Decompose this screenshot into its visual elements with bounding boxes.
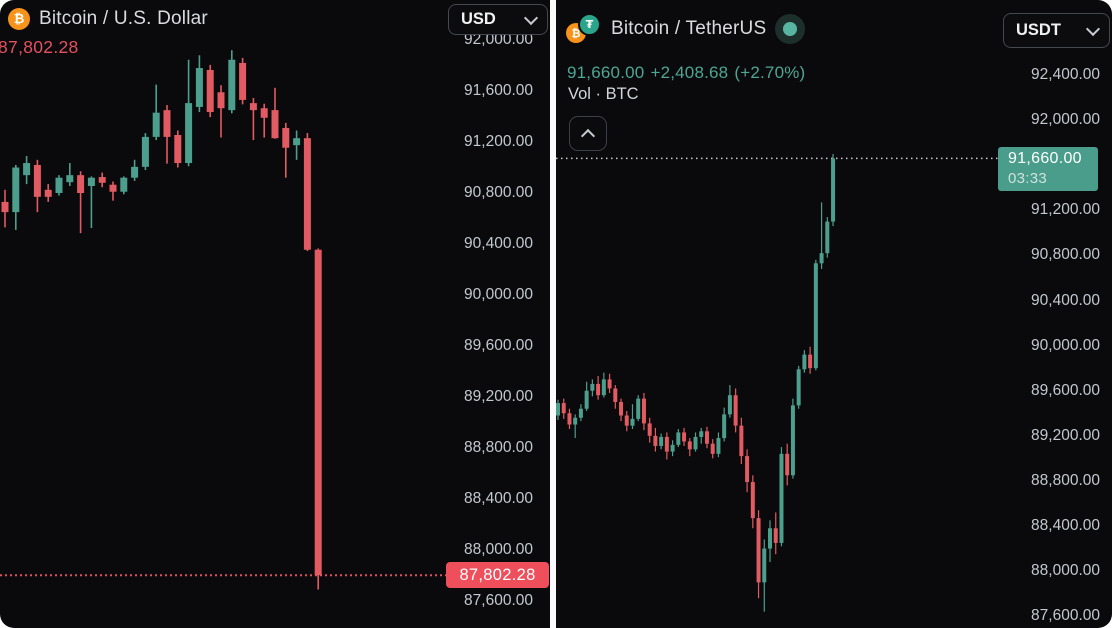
currency-dropdown-usdt[interactable]: USDT xyxy=(1003,13,1110,48)
symbol-title-usd: Bitcoin / U.S. Dollar xyxy=(39,8,208,29)
axis-tick: 91,200.00 xyxy=(464,132,533,150)
price-tag-usdt-value: 91,660.00 xyxy=(1008,150,1082,168)
axis-tick: 88,800.00 xyxy=(464,438,533,456)
currency-dropdown-usdt-value: USDT xyxy=(1016,21,1061,39)
collapse-indicator-button[interactable] xyxy=(569,116,607,151)
axis-tick: 89,600.00 xyxy=(1031,381,1100,399)
symbol-header-usd: ₿ Bitcoin / U.S. Dollar xyxy=(8,8,208,30)
axis-tick: 88,400.00 xyxy=(464,489,533,507)
quote-change-pct: (+2.70%) xyxy=(734,63,806,82)
axis-tick: 87,600.00 xyxy=(1031,607,1100,625)
axis-tick: 91,200.00 xyxy=(1031,201,1100,219)
btc-usdt-pair-icon: ₿ ₮ xyxy=(566,13,602,45)
chevron-down-icon xyxy=(523,10,539,25)
axis-tick: 92,000.00 xyxy=(464,30,533,48)
axis-tick: 92,000.00 xyxy=(1031,111,1100,129)
panel-btc-usd: 92,000.00 91,600.00 91,200.00 90,800.00 90,4… xyxy=(0,0,550,628)
axis-tick: 88,000.00 xyxy=(1031,562,1100,580)
price-scale-usdt[interactable]: 92,400.00 92,000.00 91,200.00 90,800.00 90,4… xyxy=(1000,0,1100,628)
symbol-title-usdt: Bitcoin / TetherUS xyxy=(611,18,767,39)
axis-tick: 87,600.00 xyxy=(464,591,533,609)
panel-btc-usdt: 92,400.00 92,000.00 91,200.00 90,800.00 90,4… xyxy=(556,0,1112,628)
candlestick-chart-usd[interactable] xyxy=(0,0,550,628)
axis-tick: 88,400.00 xyxy=(1031,517,1100,534)
axis-tick: 90,400.00 xyxy=(1031,291,1100,309)
status-dot-icon xyxy=(783,22,798,36)
price-tag-usdt: 91,660.00 03:33 xyxy=(998,147,1098,192)
axis-tick: 90,400.00 xyxy=(464,234,533,252)
last-price-usd: 87,802.28 xyxy=(0,37,79,57)
live-status-indicator[interactable] xyxy=(775,14,806,44)
axis-tick: 92,400.00 xyxy=(1031,66,1100,83)
axis-tick: 88,000.00 xyxy=(464,540,533,558)
price-tag-usdt-time: 03:33 xyxy=(1008,170,1048,188)
price-tag-usd: 87,802.28 xyxy=(446,562,549,589)
chevron-up-icon xyxy=(580,128,596,144)
currency-dropdown-usd-value: USD xyxy=(461,10,496,28)
price-tag-usd-value: 87,802.28 xyxy=(459,565,536,584)
axis-tick: 90,000.00 xyxy=(464,285,533,303)
quote-line-usdt: 91,660.00 +2,408.68 (+2.70%) xyxy=(567,63,811,83)
axis-tick: 90,800.00 xyxy=(1031,246,1100,264)
axis-tick: 89,200.00 xyxy=(464,387,533,405)
quote-price: 91,660.00 xyxy=(567,63,645,82)
axis-tick: 91,600.00 xyxy=(464,81,533,99)
chevron-down-icon xyxy=(1085,21,1101,36)
axis-tick: 88,800.00 xyxy=(1031,471,1100,489)
quote-change: +2,408.68 xyxy=(650,63,729,82)
axis-tick: 89,200.00 xyxy=(1031,426,1100,444)
price-scale-usd[interactable]: 92,000.00 91,600.00 91,200.00 90,800.00 90,4… xyxy=(433,0,533,628)
bitcoin-icon: ₿ xyxy=(8,8,30,30)
symbol-header-usdt: ₿ ₮ Bitcoin / TetherUS xyxy=(566,13,806,45)
volume-indicator-label: Vol · BTC xyxy=(568,85,639,103)
candlestick-chart-usdt[interactable] xyxy=(556,0,1112,628)
axis-tick: 90,800.00 xyxy=(464,183,533,201)
axis-tick: 89,600.00 xyxy=(464,336,533,354)
panel-divider xyxy=(550,0,556,628)
tether-icon: ₮ xyxy=(578,13,601,36)
axis-tick: 90,000.00 xyxy=(1031,336,1100,354)
currency-dropdown-usd[interactable]: USD xyxy=(448,4,548,35)
